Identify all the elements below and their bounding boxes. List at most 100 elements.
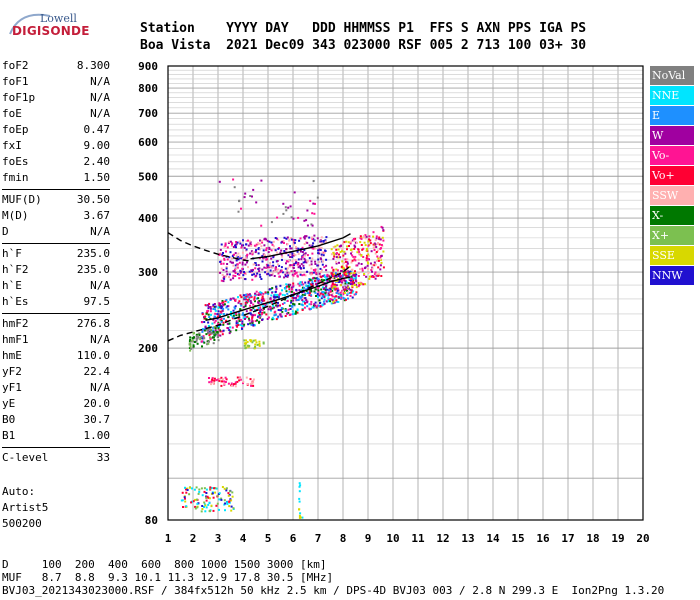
echo-point	[337, 296, 340, 299]
echo-point	[203, 316, 205, 319]
echo-point	[359, 235, 362, 238]
echo-point	[223, 303, 226, 306]
echo-point	[330, 253, 333, 256]
echo-point	[205, 499, 208, 502]
echo-point	[218, 253, 221, 256]
echo-point	[221, 255, 224, 257]
logo-line-1: Lowell	[40, 12, 77, 25]
echo-point	[333, 255, 336, 258]
echo-point	[343, 241, 346, 244]
echo-point	[258, 340, 261, 343]
echo-point	[372, 235, 375, 238]
parameter-value: 30.7	[83, 413, 111, 426]
echo-point	[297, 263, 300, 266]
echo-point	[256, 297, 258, 300]
echo-point	[376, 259, 378, 262]
echo-point	[235, 322, 238, 325]
echo-point	[234, 272, 237, 274]
echo-point	[342, 266, 345, 269]
echo-point	[367, 258, 370, 260]
echo-point	[210, 504, 213, 507]
echo-point	[315, 305, 318, 308]
echo-point	[338, 261, 340, 264]
echo-point	[277, 247, 280, 250]
echo-point	[354, 275, 357, 278]
echo-point	[218, 303, 221, 306]
echo-point	[328, 293, 331, 296]
echo-point	[344, 270, 347, 273]
echo-point	[373, 261, 376, 264]
echo-point	[223, 503, 226, 506]
echo-point	[358, 252, 361, 255]
echo-point	[275, 266, 277, 269]
echo-point	[249, 304, 252, 307]
echo-point	[260, 278, 263, 280]
echo-point	[222, 301, 225, 304]
echo-point	[192, 337, 195, 340]
echo-point	[345, 240, 348, 243]
echo-point	[192, 344, 195, 347]
parameter-name: yF2	[2, 365, 22, 378]
echo-point	[354, 245, 357, 248]
echo-point	[244, 347, 247, 350]
echo-point	[242, 257, 245, 260]
echo-point	[296, 299, 299, 301]
echo-point	[222, 313, 225, 316]
echo-point	[210, 328, 212, 331]
echo-point	[254, 294, 257, 297]
echo-point	[290, 290, 293, 293]
solid-trace-curve	[205, 276, 351, 321]
echo-point	[214, 333, 217, 336]
echo-point	[338, 253, 340, 256]
echo-point	[284, 315, 287, 317]
echo-point	[366, 247, 368, 250]
echo-point	[209, 338, 212, 341]
echo-point	[232, 264, 235, 267]
echo-point	[189, 346, 192, 348]
echo-point	[203, 501, 206, 504]
parameter-row: foF1 N/A	[2, 74, 110, 90]
y-tick-label: 700	[138, 107, 158, 120]
echo-point	[221, 302, 224, 304]
echo-point	[217, 310, 220, 313]
echo-point	[333, 297, 336, 300]
echo-point	[313, 239, 316, 242]
echo-point	[258, 307, 261, 310]
echo-point	[372, 275, 375, 278]
echo-point	[201, 330, 204, 333]
echo-point	[334, 272, 337, 275]
echo-point	[220, 320, 223, 323]
echo-point	[288, 288, 291, 291]
echo-point	[212, 342, 215, 345]
echo-point	[336, 287, 339, 290]
echo-point	[204, 504, 207, 507]
echo-point	[348, 279, 351, 281]
echo-point	[286, 312, 289, 315]
echo-point	[311, 252, 314, 255]
echo-point	[237, 317, 240, 320]
echo-point	[254, 320, 257, 322]
echo-point	[272, 256, 275, 259]
echo-point	[306, 224, 309, 227]
echo-point	[208, 377, 210, 379]
echo-point	[221, 380, 223, 383]
echo-point	[299, 267, 302, 269]
echo-point	[184, 497, 186, 500]
echo-point	[250, 244, 253, 247]
echo-point	[209, 510, 211, 513]
echo-point	[226, 502, 229, 505]
echo-point	[291, 310, 294, 313]
echo-point	[366, 264, 369, 267]
echo-point	[227, 327, 230, 330]
echo-point	[320, 236, 323, 239]
echo-point	[214, 331, 217, 334]
echo-point	[300, 288, 303, 291]
echo-point	[218, 378, 221, 381]
echo-point	[362, 235, 365, 238]
echo-point	[230, 382, 233, 385]
echo-point	[365, 235, 368, 238]
parameter-value: N/A	[90, 75, 110, 88]
echo-point	[335, 261, 338, 263]
parameter-value: 97.5	[83, 295, 111, 308]
echo-point	[319, 305, 322, 308]
